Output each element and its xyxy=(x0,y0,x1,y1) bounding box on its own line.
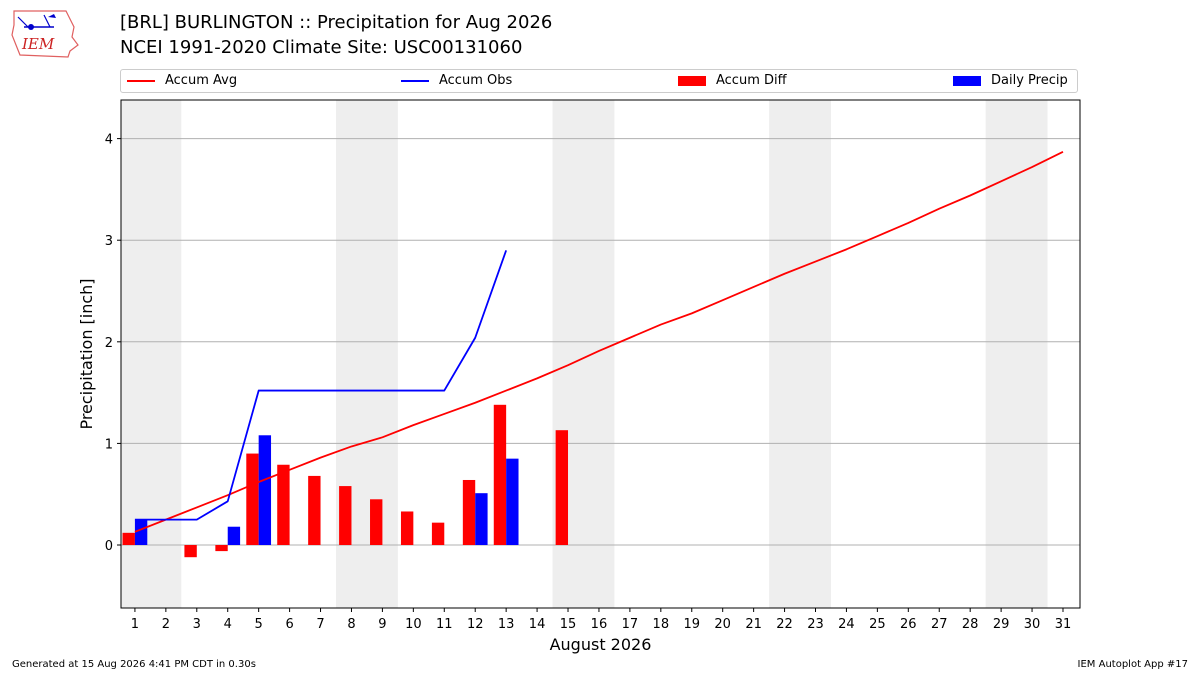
x-tick-label: 20 xyxy=(714,617,731,632)
legend-swatch xyxy=(678,75,706,86)
footer-generated: Generated at 15 Aug 2026 4:41 PM CDT in … xyxy=(12,659,256,670)
daily-precip-bar xyxy=(134,519,148,546)
daily-precip-bar xyxy=(506,458,519,546)
legend-item-accum-obs: Accum Obs xyxy=(401,73,512,88)
accum-diff-bar xyxy=(277,464,290,546)
x-tick-label: 3 xyxy=(193,617,201,632)
legend-swatch xyxy=(953,75,981,86)
x-tick-label: 7 xyxy=(316,617,324,632)
accum-diff-bar xyxy=(308,475,321,546)
x-tick-label: 5 xyxy=(255,617,263,632)
chart-subtitle: NCEI 1991-2020 Climate Site: USC00131060 xyxy=(120,37,523,58)
x-tick-label: 12 xyxy=(467,617,484,632)
x-tick-label: 18 xyxy=(653,617,670,632)
legend-item-accum-avg: Accum Avg xyxy=(127,73,237,88)
weekend-band xyxy=(121,100,182,608)
x-tick-label: 14 xyxy=(529,617,546,632)
x-tick-label: 8 xyxy=(347,617,355,632)
x-tick-label: 11 xyxy=(436,617,453,632)
y-tick-label: 4 xyxy=(105,133,113,148)
accum-diff-bar xyxy=(184,545,197,558)
y-tick-label: 1 xyxy=(105,437,113,452)
weekend-band xyxy=(769,100,831,608)
x-tick-label: 29 xyxy=(993,617,1010,632)
x-tick-label: 16 xyxy=(591,617,608,632)
x-tick-label: 10 xyxy=(405,617,422,632)
iem-logo: IEM xyxy=(11,10,79,58)
daily-precip-bar xyxy=(227,526,241,546)
accum-obs-line xyxy=(134,250,507,521)
x-tick-label: 23 xyxy=(807,617,824,632)
y-tick-label: 0 xyxy=(105,539,113,554)
x-tick-label: 15 xyxy=(560,617,577,632)
y-tick-label: 2 xyxy=(105,336,113,351)
x-tick-label: 22 xyxy=(776,617,793,632)
x-tick-label: 30 xyxy=(1024,617,1041,632)
x-tick-label: 9 xyxy=(378,617,386,632)
x-tick-label: 19 xyxy=(683,617,700,632)
daily-precip-bar xyxy=(475,493,488,546)
accum-diff-bar xyxy=(493,404,507,546)
accum-diff-bar xyxy=(339,486,352,546)
footer-app: IEM Autoplot App #17 xyxy=(1077,659,1188,670)
legend-item-accum-diff: Accum Diff xyxy=(678,73,787,88)
accum-diff-bar xyxy=(246,453,259,546)
x-tick-label: 21 xyxy=(745,617,762,632)
daily-precip-bar xyxy=(258,435,272,546)
accum-diff-bar xyxy=(555,430,569,546)
accum-diff-bar xyxy=(370,499,383,546)
x-tick-label: 26 xyxy=(900,617,917,632)
x-tick-label: 31 xyxy=(1055,617,1072,632)
legend-swatch xyxy=(401,79,429,82)
x-axis-label: August 2026 xyxy=(550,635,652,654)
accum-diff-bar xyxy=(400,511,414,546)
logo-text: IEM xyxy=(21,35,55,53)
legend-label: Daily Precip xyxy=(991,73,1068,88)
x-tick-label: 2 xyxy=(162,617,170,632)
x-tick-label: 13 xyxy=(498,617,515,632)
x-tick-label: 17 xyxy=(622,617,639,632)
x-tick-label: 25 xyxy=(869,617,886,632)
legend-item-daily-precip: Daily Precip xyxy=(953,73,1068,88)
legend-label: Accum Avg xyxy=(165,73,238,88)
accum-diff-bar xyxy=(215,545,228,552)
legend-label: Accum Obs xyxy=(439,73,513,88)
legend-swatch xyxy=(127,79,155,82)
accum-diff-bar xyxy=(122,532,135,546)
chart-title: [BRL] BURLINGTON :: Precipitation for Au… xyxy=(120,12,553,33)
plot-frame xyxy=(120,99,1081,609)
x-tick-label: 6 xyxy=(285,617,293,632)
y-axis-label: Precipitation [inch] xyxy=(77,278,96,429)
x-tick-label: 28 xyxy=(962,617,979,632)
weekend-band xyxy=(985,100,1048,608)
x-tick-label: 1 xyxy=(131,617,139,632)
legend-label: Accum Diff xyxy=(716,73,787,88)
accum-avg-line xyxy=(134,151,1064,533)
y-tick-label: 3 xyxy=(105,234,113,249)
accum-diff-bar xyxy=(462,479,476,546)
legend: Accum Avg Accum Obs Accum Diff Daily Pre… xyxy=(120,69,1078,93)
accum-diff-bar xyxy=(431,522,445,546)
x-tick-label: 4 xyxy=(224,617,232,632)
x-tick-label: 27 xyxy=(931,617,948,632)
x-tick-label: 24 xyxy=(838,617,855,632)
